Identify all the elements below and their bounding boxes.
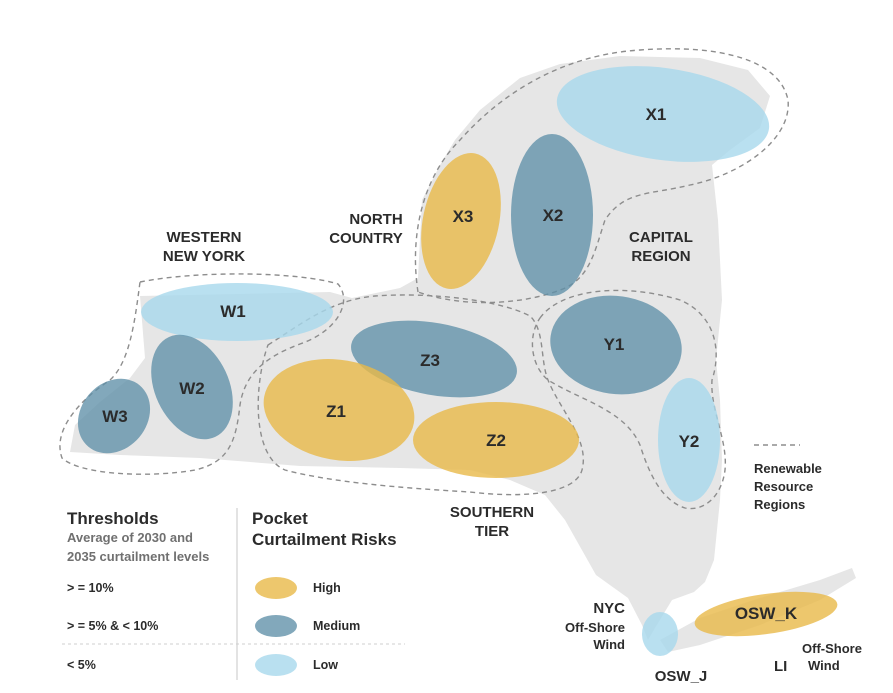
pocket-w2: [151, 334, 233, 440]
region-label-southern-1: SOUTHERN: [450, 504, 534, 521]
pocket-label-osw-j: OSW_J: [655, 668, 708, 685]
legend-swatch-medium: [255, 615, 297, 637]
legend-threshold-medium: > = 5% & < 10%: [67, 619, 158, 633]
pocket-label-y1: Y1: [604, 335, 625, 354]
region-label-capital-1: CAPITAL: [629, 229, 693, 246]
legend-thresholds-sub2: 2035 curtailment levels: [67, 549, 209, 564]
pocket-label-y2: Y2: [679, 432, 700, 451]
legend-regions-line2: Resource: [754, 479, 813, 494]
offshore-nyc-line2: Wind: [593, 637, 625, 652]
offshore-nyc-line1: Off-Shore: [565, 620, 625, 635]
legend-thresholds-title: Thresholds: [67, 509, 159, 528]
offshore-li-line2: Wind: [808, 658, 840, 673]
region-label-north-2: COUNTRY: [329, 230, 403, 247]
pocket-label-w3: W3: [102, 407, 128, 426]
pocket-x1: [556, 66, 770, 162]
legend-threshold-low: < 5%: [67, 658, 96, 672]
region-label-southern-2: TIER: [475, 523, 509, 540]
pocket-label-osw-k: OSW_K: [735, 604, 798, 623]
pocket-label-z2: Z2: [486, 431, 506, 450]
region-label-capital-2: REGION: [631, 248, 690, 265]
legend-thresholds-sub1: Average of 2030 and: [67, 530, 193, 545]
legend-risks-title1: Pocket: [252, 509, 308, 528]
legend-risk-medium: Medium: [313, 619, 360, 633]
pocket-osw-k: [694, 591, 838, 637]
legend-regions-line1: Renewable: [754, 461, 822, 476]
legend-risks-title2: Curtailment Risks: [252, 530, 397, 549]
pocket-x3: [421, 153, 501, 289]
pocket-y1: [550, 295, 682, 395]
region-label-north-1: NORTH: [349, 211, 402, 228]
pocket-x2: [511, 134, 593, 296]
region-southern-tier-boundary: [257, 294, 584, 496]
pocket-z3: [351, 320, 517, 398]
pocket-label-z1: Z1: [326, 402, 346, 421]
legend-risk-high: High: [313, 581, 341, 595]
legend-swatch-low: [255, 654, 297, 676]
legend-regions-line3: Regions: [754, 497, 805, 512]
legend-threshold-high: > = 10%: [67, 581, 114, 595]
legend-risk-low: Low: [313, 658, 338, 672]
offshore-nyc-label: NYC: [593, 600, 625, 617]
offshore-li-label: LI: [774, 658, 787, 675]
pocket-z1: [263, 359, 415, 461]
pocket-osw-j: [642, 612, 678, 656]
pocket-y2: [658, 378, 720, 502]
pocket-label-x1: X1: [646, 105, 667, 124]
offshore-li-line1: Off-Shore: [802, 641, 862, 656]
region-capital-boundary: [531, 289, 727, 510]
pocket-w1: [141, 283, 333, 341]
region-label-western-2: NEW YORK: [163, 248, 245, 265]
pocket-label-w1: W1: [220, 302, 246, 321]
pocket-label-z3: Z3: [420, 351, 440, 370]
pocket-w3: [77, 378, 151, 454]
pocket-z2: [413, 402, 579, 478]
legend-swatch-high: [255, 577, 297, 599]
pocket-label-x2: X2: [543, 206, 564, 225]
pocket-label-w2: W2: [179, 379, 205, 398]
region-label-western-1: WESTERN: [167, 229, 242, 246]
pocket-label-x3: X3: [453, 207, 474, 226]
